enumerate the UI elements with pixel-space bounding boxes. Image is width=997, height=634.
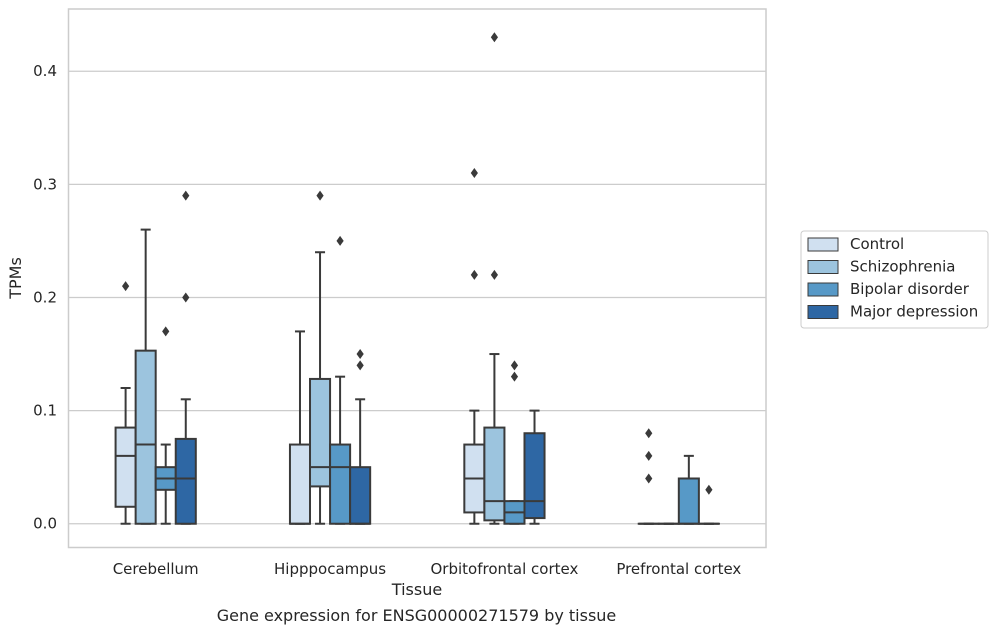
outlier-point: [182, 190, 190, 201]
x-tick-label: Cerebellum: [113, 560, 199, 578]
outlier-point: [470, 269, 478, 280]
x-tick-label: Orbitofrontal cortex: [431, 560, 579, 578]
box-control: [637, 428, 660, 525]
outlier-point: [645, 450, 653, 461]
outlier-point: [490, 32, 499, 43]
box-body: [677, 477, 700, 525]
x-tick-label: Hipppocampus: [274, 560, 386, 578]
figure-caption: Gene expression for ENSG00000271579 by t…: [216, 606, 617, 625]
box-control: [114, 281, 137, 525]
outlier-point: [510, 360, 519, 371]
x-tick-label: Prefrontal cortex: [616, 560, 741, 578]
outlier-point: [122, 281, 130, 292]
y-tick-labels: 0.0 0.1 0.2 0.3 0.4: [33, 62, 57, 533]
box-control: [463, 168, 486, 525]
box-body: [134, 349, 157, 525]
legend-label: Bipolar disorder: [850, 280, 970, 298]
y-tick-label: 0.3: [33, 175, 57, 193]
y-axis-label: TPMs: [6, 257, 25, 300]
box-body: [483, 426, 506, 522]
legend: Control Schizophrenia Bipolar disorder Majo…: [800, 230, 989, 329]
y-tick-label: 0.4: [33, 62, 57, 80]
box-body: [349, 466, 372, 525]
outlier-point: [316, 190, 324, 201]
outlier-point: [356, 349, 364, 360]
box-bipolar-disorder: [329, 235, 352, 525]
legend-label: Control: [850, 235, 904, 253]
legend-swatch: [807, 260, 839, 274]
box-bipolar-disorder: [503, 360, 526, 525]
box-groups: [114, 32, 720, 525]
y-tick-label: 0.0: [33, 515, 57, 533]
outlier-point: [356, 360, 364, 371]
box-schizophrenia: [483, 32, 506, 525]
outlier-point: [182, 292, 190, 303]
box-body: [329, 443, 352, 525]
box-body: [174, 437, 197, 525]
outlier-point: [162, 326, 170, 337]
box-body: [288, 443, 312, 525]
box-major-depression: [349, 349, 372, 525]
box-major-depression: [697, 484, 720, 525]
box-body: [309, 377, 332, 488]
box-major-depression: [523, 409, 546, 525]
outlier-point: [470, 168, 478, 179]
legend-swatch: [807, 305, 839, 319]
box-control: [288, 330, 312, 525]
x-axis-label: Tissue: [391, 580, 442, 599]
box-body: [114, 426, 137, 508]
grid-lines: [68, 70, 766, 525]
y-tick-label: 0.1: [33, 402, 57, 420]
outlier-point: [705, 484, 713, 495]
plot-frame: [67, 8, 767, 549]
outlier-point: [645, 473, 653, 484]
x-tick-labels: Cerebellum Hipppocampus Orbitofrontal cort…: [113, 560, 742, 578]
legend-box: [800, 230, 989, 329]
legend-label: Schizophrenia: [850, 258, 955, 276]
legend-swatch: [807, 282, 839, 297]
outlier-point: [490, 269, 499, 280]
box-bipolar-disorder: [677, 454, 700, 525]
legend-swatch: [807, 237, 839, 252]
outlier-point: [336, 235, 344, 246]
box-major-depression: [174, 190, 197, 525]
box-bipolar-disorder: [154, 326, 177, 525]
box-schizophrenia: [309, 190, 332, 525]
box-schizophrenia: [134, 228, 157, 525]
outlier-point: [510, 371, 519, 382]
outlier-point: [645, 428, 653, 439]
y-tick-label: 0.2: [33, 288, 57, 306]
box-body: [523, 432, 546, 520]
legend-label: Major depression: [850, 303, 978, 321]
